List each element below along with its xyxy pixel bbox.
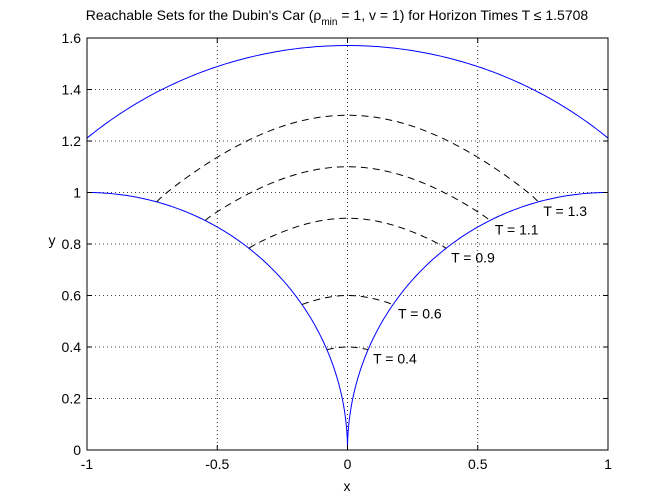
contour-labels: T = 0.4 T = 0.6 T = 0.9T = 1.1T = 1.3 (373, 203, 587, 367)
y-tick-label: 0 (73, 442, 81, 458)
y-tick-label: 0.4 (62, 339, 82, 355)
outer-boundary-right-cusp (347, 192, 609, 451)
y-tick-label: 0.2 (62, 391, 82, 407)
outer-boundary-top-arc (86, 45, 609, 139)
title-part-1: Reachable Sets for the Dubin's Car ( (86, 7, 314, 23)
y-tick-label: 1.6 (62, 30, 82, 46)
title-rho: ρ (313, 7, 321, 23)
x-tick-label: -1 (81, 456, 94, 472)
title-subscript: min (321, 17, 337, 28)
contour-label: T = 0.4 (373, 351, 417, 367)
x-tick-label: -0.5 (205, 456, 229, 472)
title-part-2: = 1, v = 1) for Horizon Times T ≤ 1.5708 (337, 7, 588, 23)
contour-label: T = 0.9 (451, 249, 495, 265)
y-tick-label: 1 (73, 185, 81, 201)
y-tick-label: 1.4 (62, 82, 82, 98)
contour-line (156, 114, 539, 203)
contour-label: T = 0.6 (398, 306, 442, 322)
curves (86, 45, 609, 451)
x-tick-label: 1 (604, 456, 612, 472)
y-tick-label: 0.8 (62, 236, 82, 252)
chart-title: Reachable Sets for the Dubin's Car (ρmin… (86, 7, 589, 28)
outer-boundary-left-cusp (86, 192, 348, 451)
contour-label: T = 1.3 (543, 203, 587, 219)
contour-line (301, 295, 394, 306)
x-tick-label: 0 (344, 456, 352, 472)
grid (87, 38, 608, 450)
y-tick-label: 1.2 (62, 133, 82, 149)
ticks: -1 -0.5 0 0.5 1 0 0.2 0.4 0.6 0.8 1 1.2 1.4 1.6 (62, 30, 613, 472)
contour-line (248, 217, 447, 249)
y-tick-label: 0.6 (62, 288, 82, 304)
x-tick-label: 0.5 (468, 456, 488, 472)
y-axis-label: y (49, 232, 56, 248)
x-axis-label: x (344, 478, 351, 494)
contour-line (204, 166, 491, 221)
contour-label: T = 1.1 (495, 222, 539, 238)
